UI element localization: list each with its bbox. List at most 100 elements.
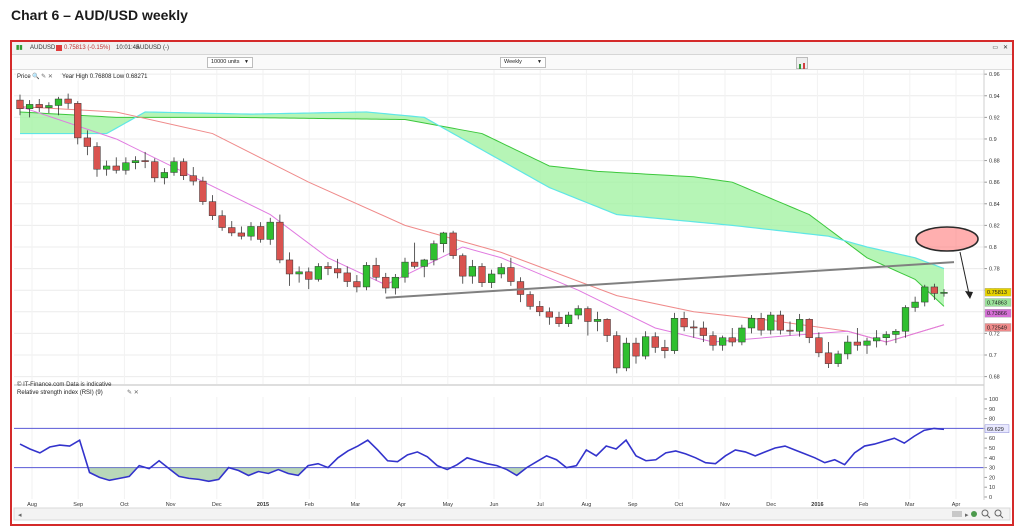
scrollbar-thumb[interactable] — [952, 511, 962, 517]
x-tick-label: Feb — [304, 502, 313, 508]
candle-body — [632, 342, 640, 357]
candle-body — [83, 137, 91, 147]
rsi-tick-label: 100 — [989, 397, 998, 403]
rsi-tick-label: 0 — [989, 495, 992, 501]
candle-body — [459, 255, 467, 277]
price-tick-label: 0.72 — [989, 331, 1000, 337]
data-source: © IT-Finance.com Data is indicative — [17, 381, 112, 388]
down-indicator-icon — [56, 45, 62, 51]
down-arrow-shaft — [959, 251, 970, 295]
candle-body — [430, 243, 438, 261]
settings-icon[interactable] — [971, 511, 977, 517]
page-title: Chart 6 – AUD/USD weekly — [11, 7, 188, 23]
rsi-panel-icons[interactable]: ✎ ✕ — [127, 389, 139, 396]
cloud-span-a-line — [19, 111, 945, 307]
window-controls[interactable]: ▭ — [992, 45, 998, 51]
candle-body — [911, 301, 919, 308]
candle-body — [516, 281, 525, 295]
candle-body — [757, 318, 765, 331]
candle-body — [930, 286, 938, 294]
scrollbar[interactable] — [13, 507, 1011, 521]
chart-icon[interactable]: ▮▮ — [16, 45, 23, 51]
scroll-left-icon[interactable]: ◂ — [18, 512, 22, 519]
rsi-value-label: 69.629 — [987, 427, 1004, 433]
candle-body — [266, 221, 274, 240]
candle-body — [353, 281, 361, 288]
candle-body — [824, 352, 833, 364]
rsi-tick-label: 90 — [989, 407, 995, 413]
ichimoku-cloud — [19, 111, 945, 307]
x-tick-label: Sep — [628, 502, 638, 508]
candle-body — [160, 172, 168, 179]
price-tag-box — [984, 309, 1012, 318]
candle-body — [670, 318, 679, 351]
candle-body — [661, 347, 669, 351]
candle-body — [555, 316, 563, 324]
candle-body — [276, 221, 284, 261]
candle-body — [593, 319, 602, 322]
x-tick-label: Nov — [166, 502, 176, 508]
zoom-in-icon[interactable] — [981, 509, 991, 519]
indicator-lines — [19, 106, 945, 343]
x-tick-label: Dec — [212, 502, 222, 508]
timeframe-select[interactable]: Weekly ▼ — [500, 57, 546, 68]
candle-body — [112, 165, 120, 171]
x-tick-label: Nov — [720, 502, 730, 508]
price-tag: 0.73866 — [984, 309, 1012, 318]
close-icon[interactable]: ✕ — [1002, 45, 1008, 51]
candle-body — [314, 266, 322, 280]
candle-body — [747, 318, 756, 329]
candle-body — [411, 261, 419, 267]
annotations — [385, 226, 979, 299]
candle-body — [901, 307, 910, 332]
tenkan-sen-line — [19, 106, 945, 343]
candle-body — [228, 227, 236, 234]
down-arrow-head — [965, 291, 973, 299]
candle-body — [122, 162, 130, 171]
candle-body — [786, 329, 794, 332]
candle-body — [709, 335, 717, 346]
candle-body — [189, 175, 197, 182]
price-tag-box — [984, 323, 1012, 332]
candle-body — [507, 267, 515, 282]
rsi-panel — [14, 397, 984, 499]
timeframe-select-value: Weekly — [504, 59, 522, 65]
symbol-label: AUDUSD — [30, 45, 56, 51]
price-tick-label: 0.78 — [989, 267, 1000, 273]
cloud-fill — [20, 111, 944, 307]
candle-body — [468, 266, 476, 277]
candle-body — [170, 161, 178, 173]
zoom-out-icon[interactable] — [994, 509, 1004, 519]
chart-title-bar: ▮▮ AUDUSD 0.75813 (-0.15%) 10:01:45 AUDU… — [12, 42, 1012, 55]
x-tick-label: Apr — [397, 502, 406, 508]
candle-body — [420, 259, 428, 267]
candle-body — [218, 215, 226, 228]
candle-body — [74, 103, 82, 139]
rsi-tick-label: 30 — [989, 466, 995, 472]
candle-body — [343, 272, 351, 282]
scroll-right-icon[interactable]: ▸ — [965, 512, 969, 519]
x-tick-label: Aug — [582, 502, 592, 508]
candle-body — [362, 265, 371, 288]
candle-body — [334, 268, 342, 274]
x-tick-label: Feb — [859, 502, 868, 508]
price-tick-label: 0.68 — [989, 375, 1000, 381]
candle-body — [26, 104, 34, 109]
candle-body — [844, 341, 852, 355]
candle-body — [151, 161, 159, 179]
candle-body — [728, 337, 736, 343]
candle-body — [815, 337, 823, 354]
x-tick-label: Aug — [27, 502, 37, 508]
price-tick-label: 0.94 — [989, 94, 1000, 100]
chevron-down-icon: ▼ — [244, 59, 249, 65]
price-tag-label: 0.73866 — [987, 311, 1007, 317]
units-select[interactable]: 10000 units ▼ — [207, 57, 253, 68]
year-info: Year High 0.76808 Low 0.68271 — [62, 74, 148, 80]
panel-tool-icons[interactable]: 🔍 ✎ ✕ — [32, 72, 53, 80]
x-tick-label: Mar — [905, 502, 915, 508]
symbol-tab[interactable]: AUDUSD (-) — [136, 45, 169, 51]
candle-body — [488, 273, 496, 283]
candle-body — [699, 327, 707, 336]
chart-type-icon[interactable] — [796, 57, 808, 69]
x-tick-label: Apr — [952, 502, 961, 508]
